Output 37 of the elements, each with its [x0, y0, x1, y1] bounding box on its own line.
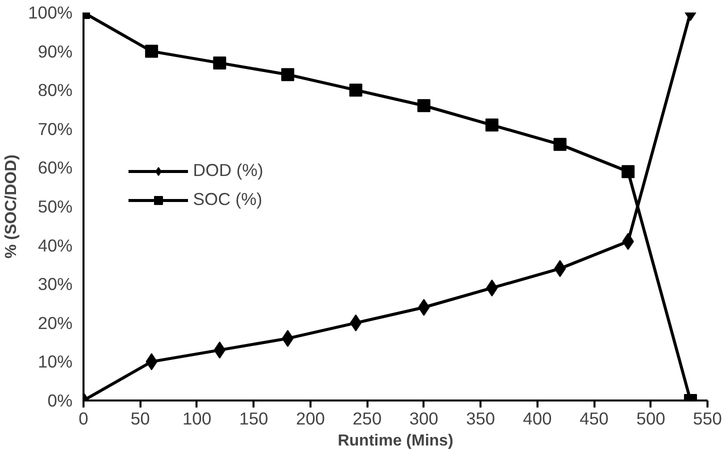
point [622, 165, 635, 178]
point [145, 44, 158, 58]
x-tick-label: 550 [693, 408, 722, 428]
point [350, 314, 362, 332]
point [281, 68, 294, 82]
y-tick-label: 0% [47, 390, 72, 410]
point [349, 84, 362, 97]
y-tick-label: 90% [38, 41, 73, 62]
y-tick-label: 10% [38, 352, 73, 372]
legend-label: DOD (%) [193, 160, 264, 181]
point [213, 56, 226, 70]
x-tick-label: 200 [296, 408, 325, 428]
y-tick-label: 30% [38, 274, 73, 294]
y-tick-label: 70% [38, 118, 73, 139]
y-tick-label: 40% [38, 235, 73, 256]
legend-label: SOC (%) [193, 189, 262, 210]
x-tick-label: 450 [580, 408, 609, 428]
x-tick-label: 400 [522, 408, 552, 428]
point [282, 330, 294, 347]
x-tick-label: 250 [352, 408, 382, 428]
y-axis-title: % (SOC/DOD) [3, 154, 20, 258]
y-tick-label: 60% [38, 158, 73, 178]
x-tick-label: 0 [78, 408, 88, 428]
x-tick-label: 100 [182, 408, 212, 428]
y-tick-label: 80% [38, 80, 73, 100]
y-tick-label: 50% [38, 196, 73, 216]
y-tick-label: 20% [38, 312, 73, 333]
x-tick-label: 500 [636, 408, 666, 428]
x-axis-title: Runtime (Mins) [338, 432, 454, 450]
x-tick-label: 300 [409, 408, 438, 428]
x-tick-label: 50 [130, 408, 150, 428]
point [417, 99, 430, 112]
point [554, 138, 567, 151]
y-tick-label: 100% [28, 2, 73, 22]
x-tick-label: 350 [466, 408, 496, 428]
point [485, 118, 498, 132]
x-tick-label: 150 [239, 408, 268, 428]
